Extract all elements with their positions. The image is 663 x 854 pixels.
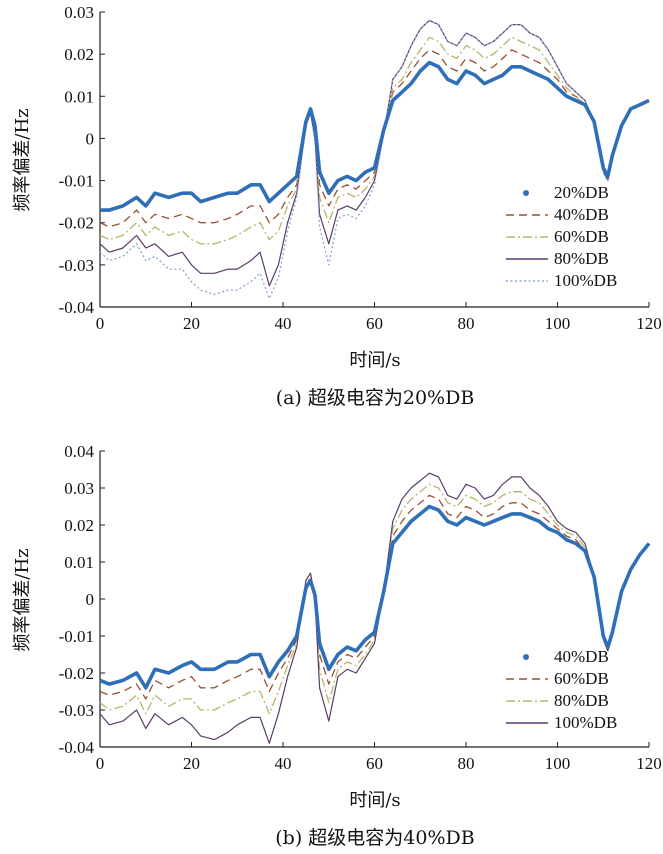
y-tick-label: -0.03 <box>59 256 94 275</box>
y-tick-label: 0.02 <box>64 516 94 535</box>
series-line-60pctdb <box>99 494 650 700</box>
legend-label: 40%DB <box>554 647 609 666</box>
chart-panel-a: 频率偏差/Hz 时间/s (a) 超级电容为20%DB 0 20 40 60 80 100… <box>12 3 662 409</box>
chart-caption: (b) 超级电容为40%DB <box>275 827 474 849</box>
legend-label: 40%DB <box>554 205 609 224</box>
legend-label: 100%DB <box>554 271 617 290</box>
legend-label: 60%DB <box>554 669 609 688</box>
y-tick-label: -0.04 <box>59 738 95 757</box>
x-tick-label: 20 <box>183 314 200 333</box>
y-tick-label: 0.01 <box>64 87 94 106</box>
y-tick-label: 0.04 <box>64 442 94 461</box>
legend-label: 60%DB <box>554 227 609 246</box>
legend-marker <box>523 190 529 196</box>
x-tick-label: 0 <box>96 754 105 773</box>
series-line-100pctdb <box>99 472 650 744</box>
y-tick-label: 0 <box>86 590 95 609</box>
x-tick-label: 120 <box>636 314 662 333</box>
y-tick-label: 0.03 <box>64 479 94 498</box>
x-tick-label: 100 <box>545 754 571 773</box>
x-tick-label: 80 <box>458 754 475 773</box>
x-tick-label: 0 <box>96 314 105 333</box>
x-tick-label: 20 <box>183 754 200 773</box>
y-tick-label: 0.03 <box>64 3 94 22</box>
x-axis-label: 时间/s <box>349 790 400 811</box>
chart-panel-b: 频率偏差/Hz 时间/s (b) 超级电容为40%DB 0 20 40 60 80 100… <box>12 442 662 849</box>
y-tick-label: -0.04 <box>59 298 95 317</box>
y-tick-label: 0 <box>86 129 95 148</box>
series-line-40pctdb <box>99 504 651 690</box>
x-tick-label: 80 <box>458 314 475 333</box>
y-axis-label: 频率偏差/Hz <box>12 548 33 651</box>
series-line-20pctdb <box>100 60 650 212</box>
x-tick-label: 60 <box>366 754 383 773</box>
legend-label: 80%DB <box>554 249 609 268</box>
legend-marker <box>523 654 529 660</box>
y-tick-label: 0.02 <box>64 45 94 64</box>
y-tick-label: -0.01 <box>59 627 94 646</box>
x-tick-label: 40 <box>275 314 292 333</box>
legend-label: 80%DB <box>554 691 609 710</box>
y-tick-label: -0.01 <box>59 172 94 191</box>
x-tick-label: 60 <box>366 314 383 333</box>
series-line-100pctdb <box>99 19 650 300</box>
y-tick-label: -0.02 <box>59 664 94 683</box>
series-line-40pctdb <box>99 49 650 228</box>
x-axis-label: 时间/s <box>349 350 400 371</box>
x-tick-label: 40 <box>275 754 292 773</box>
legend-label: 20%DB <box>554 183 609 202</box>
legend-label: 100%DB <box>554 713 617 732</box>
y-axis-label: 频率偏差/Hz <box>12 108 33 211</box>
y-tick-label: -0.03 <box>59 701 94 720</box>
series-line-80pctdb <box>99 19 650 287</box>
chart-caption: (a) 超级电容为20%DB <box>276 387 475 409</box>
x-tick-label: 100 <box>545 314 571 333</box>
y-tick-label: 0.01 <box>64 553 94 572</box>
x-tick-label: 120 <box>636 754 662 773</box>
y-tick-label: -0.02 <box>59 214 94 233</box>
